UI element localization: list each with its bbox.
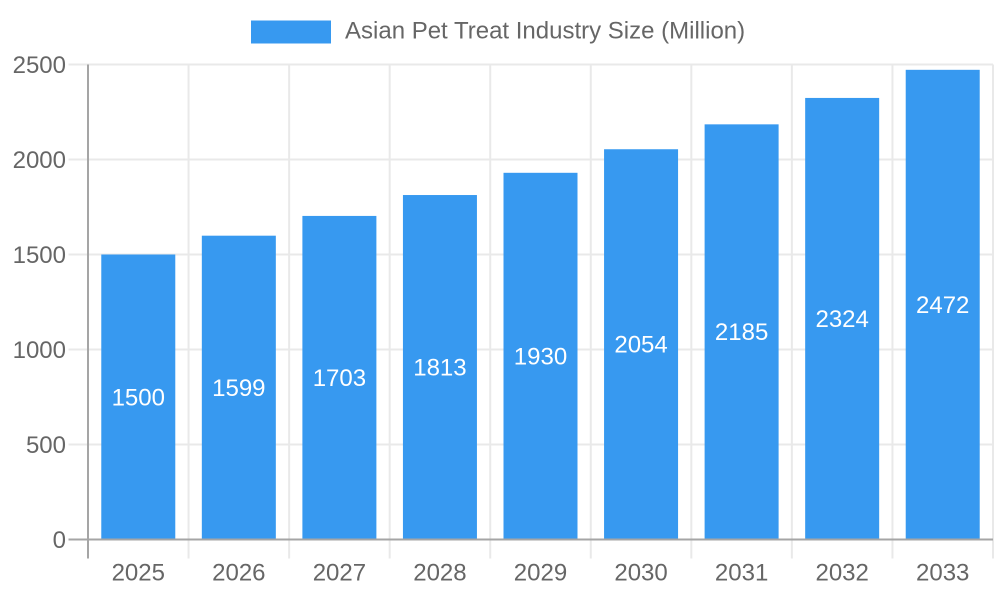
svg-text:2000: 2000 — [13, 147, 66, 174]
svg-text:1599: 1599 — [212, 375, 265, 402]
svg-text:Asian Pet Treat Industry Size: Asian Pet Treat Industry Size (Million) — [345, 17, 745, 44]
svg-text:1500: 1500 — [112, 384, 165, 411]
svg-text:2185: 2185 — [715, 319, 768, 346]
svg-text:1930: 1930 — [514, 343, 567, 370]
svg-text:2032: 2032 — [815, 560, 868, 587]
svg-text:2028: 2028 — [413, 560, 466, 587]
svg-text:2472: 2472 — [916, 292, 969, 319]
svg-text:0: 0 — [53, 527, 66, 554]
svg-text:2033: 2033 — [916, 560, 969, 587]
svg-text:2500: 2500 — [13, 52, 66, 79]
svg-text:2026: 2026 — [212, 560, 265, 587]
svg-text:1000: 1000 — [13, 337, 66, 364]
svg-text:2031: 2031 — [715, 560, 768, 587]
svg-text:1500: 1500 — [13, 242, 66, 269]
svg-text:2027: 2027 — [313, 560, 366, 587]
svg-text:500: 500 — [26, 432, 66, 459]
svg-text:2029: 2029 — [514, 560, 567, 587]
svg-text:2025: 2025 — [112, 560, 165, 587]
svg-text:2054: 2054 — [614, 332, 667, 359]
svg-text:2324: 2324 — [815, 306, 868, 333]
svg-text:1813: 1813 — [413, 355, 466, 382]
svg-text:1703: 1703 — [313, 365, 366, 392]
svg-text:2030: 2030 — [614, 560, 667, 587]
